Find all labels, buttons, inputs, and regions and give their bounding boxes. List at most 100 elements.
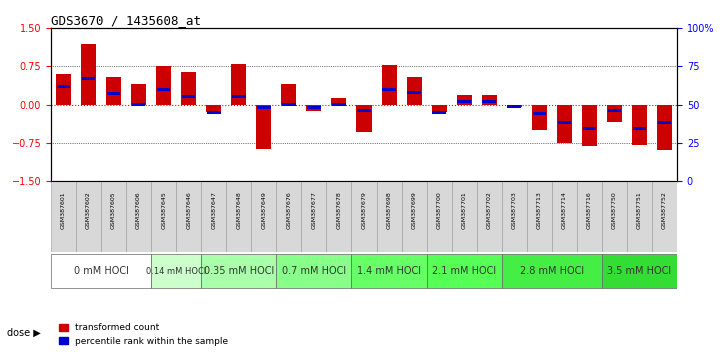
FancyBboxPatch shape [126,181,151,252]
Text: 2.8 mM HOCl: 2.8 mM HOCl [520,266,584,276]
Bar [132,103,146,106]
Bar [182,95,195,98]
Bar [432,104,447,112]
Bar [382,88,396,91]
FancyBboxPatch shape [527,181,552,252]
Bar [281,84,296,104]
Text: 0 mM HOCl: 0 mM HOCl [74,266,128,276]
Text: 0.7 mM HOCl: 0.7 mM HOCl [282,266,346,276]
Bar [482,95,496,104]
FancyBboxPatch shape [577,181,602,252]
Bar [232,95,245,98]
Bar [256,104,272,149]
Bar [456,95,472,104]
FancyBboxPatch shape [602,181,627,252]
Bar [81,44,96,104]
Bar [331,98,347,104]
FancyBboxPatch shape [251,181,277,252]
FancyBboxPatch shape [51,254,151,289]
Bar [82,77,95,80]
Text: GSM387698: GSM387698 [387,192,392,229]
Bar [658,121,671,124]
Text: GSM387605: GSM387605 [111,192,116,229]
Text: 0.14 mM HOCl: 0.14 mM HOCl [146,267,206,276]
Bar [582,127,596,130]
Bar [206,104,221,112]
Bar [181,72,197,104]
FancyBboxPatch shape [326,181,352,252]
FancyBboxPatch shape [277,254,352,289]
Text: GSM387750: GSM387750 [612,192,617,229]
Bar [157,88,170,91]
Bar [633,127,646,130]
Text: GSM387751: GSM387751 [637,192,642,229]
Bar [657,104,672,150]
Text: GSM387702: GSM387702 [487,192,491,229]
Legend: transformed count, percentile rank within the sample: transformed count, percentile rank withi… [55,320,232,349]
Bar [608,109,621,112]
FancyBboxPatch shape [151,254,201,289]
FancyBboxPatch shape [402,181,427,252]
Text: GSM387648: GSM387648 [237,192,241,229]
FancyBboxPatch shape [502,181,527,252]
Bar [381,65,397,104]
FancyBboxPatch shape [427,254,502,289]
Bar [607,104,622,122]
Bar [307,106,320,109]
Text: GSM387679: GSM387679 [362,192,366,229]
Bar [232,64,246,104]
Text: GSM387714: GSM387714 [562,192,567,229]
Text: GSM387716: GSM387716 [587,192,592,229]
Bar [557,104,572,143]
Text: GSM387606: GSM387606 [136,192,141,229]
Text: GSM387676: GSM387676 [286,192,291,229]
Bar [507,104,522,107]
Bar [432,110,446,114]
Text: GSM387647: GSM387647 [211,192,216,229]
Bar [282,103,296,106]
FancyBboxPatch shape [201,181,226,252]
FancyBboxPatch shape [552,181,577,252]
Text: GSM387703: GSM387703 [512,192,517,229]
Text: dose ▶: dose ▶ [7,328,41,338]
Bar [357,104,371,132]
FancyBboxPatch shape [477,181,502,252]
FancyBboxPatch shape [627,181,652,252]
Text: GSM387752: GSM387752 [662,192,667,229]
Text: GSM387677: GSM387677 [312,192,317,229]
Bar [558,121,571,124]
Text: 2.1 mM HOCl: 2.1 mM HOCl [432,266,496,276]
Bar [106,76,121,104]
FancyBboxPatch shape [352,254,427,289]
FancyBboxPatch shape [502,254,602,289]
Text: GSM387699: GSM387699 [411,192,416,229]
FancyBboxPatch shape [151,181,176,252]
Bar [306,104,322,110]
FancyBboxPatch shape [301,181,326,252]
Bar [131,84,146,104]
FancyBboxPatch shape [226,181,251,252]
Text: 3.5 mM HOCl: 3.5 mM HOCl [607,266,671,276]
Text: 1.4 mM HOCl: 1.4 mM HOCl [357,266,421,276]
FancyBboxPatch shape [201,254,277,289]
Text: GSM387700: GSM387700 [437,192,442,229]
Bar [406,76,422,104]
Text: GSM387649: GSM387649 [261,192,266,229]
FancyBboxPatch shape [352,181,376,252]
FancyBboxPatch shape [376,181,402,252]
FancyBboxPatch shape [51,181,76,252]
FancyBboxPatch shape [277,181,301,252]
Text: GDS3670 / 1435608_at: GDS3670 / 1435608_at [51,14,201,27]
FancyBboxPatch shape [427,181,451,252]
FancyBboxPatch shape [652,181,677,252]
Bar [632,104,647,145]
Text: GSM387701: GSM387701 [462,192,467,229]
Bar [357,109,371,112]
Text: GSM387645: GSM387645 [161,192,166,229]
Bar [332,103,346,106]
Text: GSM387602: GSM387602 [86,192,91,229]
FancyBboxPatch shape [101,181,126,252]
Bar [156,67,171,104]
Bar [531,104,547,130]
Bar [507,104,521,108]
